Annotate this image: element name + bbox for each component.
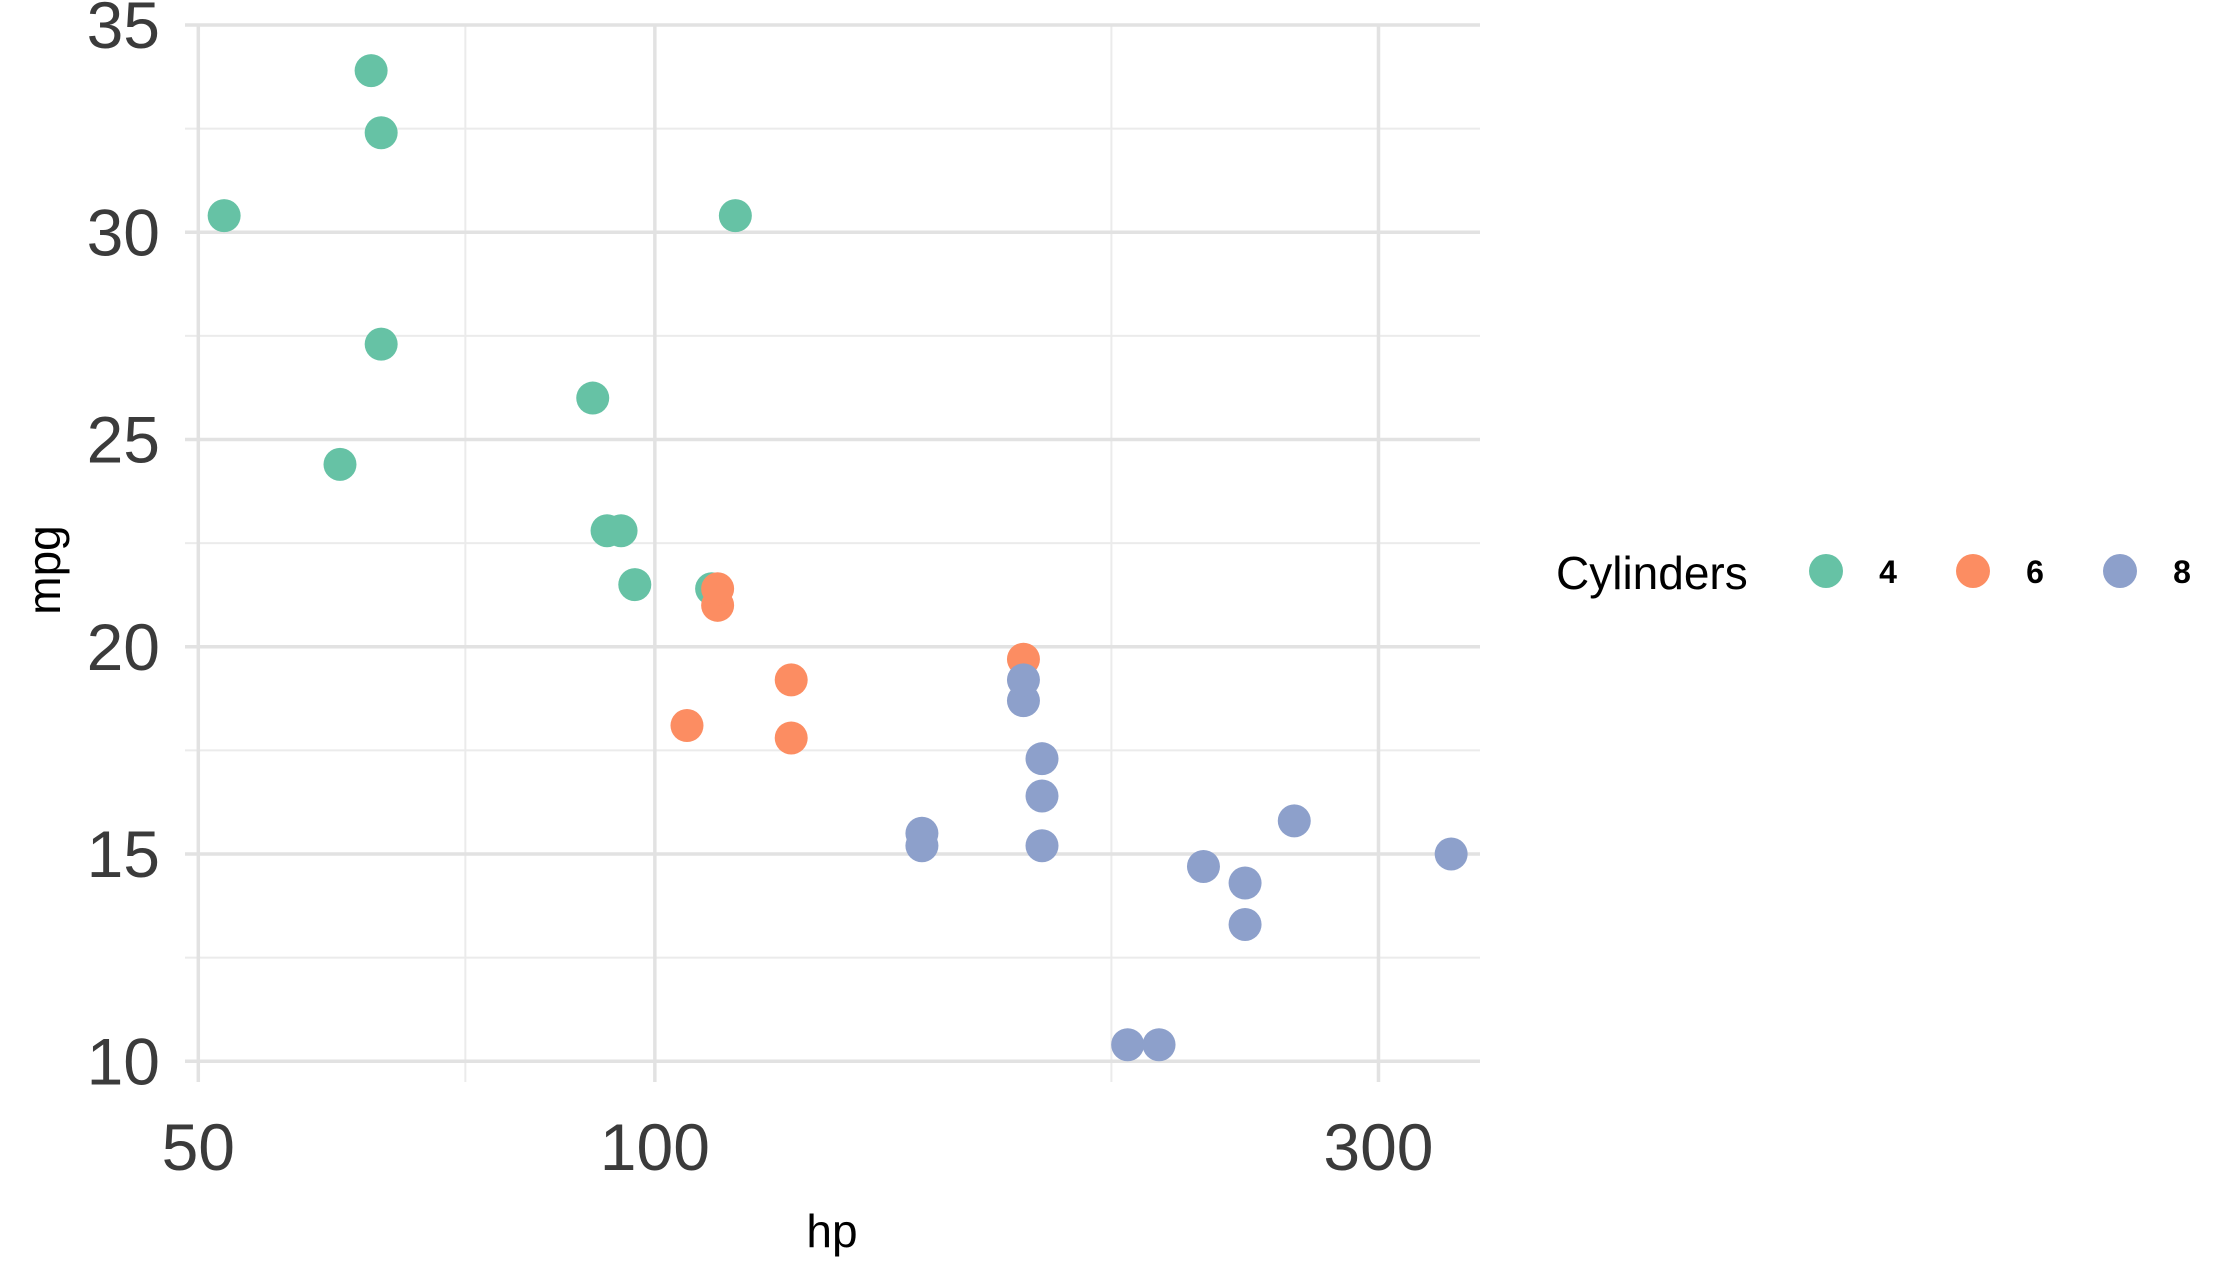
data-point-cyl-8 bbox=[1228, 866, 1262, 900]
y-tick-label: 20 bbox=[87, 610, 160, 684]
x-tick-label: 50 bbox=[162, 1110, 235, 1184]
y-tick-label: 30 bbox=[87, 195, 160, 269]
data-point-cyl-6 bbox=[774, 721, 808, 755]
data-point-cyl-4 bbox=[576, 381, 610, 415]
y-tick-label: 15 bbox=[87, 817, 160, 891]
data-point-cyl-4 bbox=[618, 568, 652, 602]
legend-key-4 bbox=[1809, 554, 1843, 588]
x-tick-label: 300 bbox=[1323, 1110, 1433, 1184]
data-point-cyl-8 bbox=[1006, 663, 1040, 697]
data-point-cyl-8 bbox=[1186, 849, 1220, 883]
data-point-cyl-4 bbox=[718, 199, 752, 233]
data-point-cyl-4 bbox=[364, 327, 398, 361]
legend-label-8: 8 bbox=[2173, 554, 2191, 590]
data-point-cyl-8 bbox=[1142, 1028, 1176, 1062]
data-point-cyl-8 bbox=[1025, 829, 1059, 863]
legend-entries: 4 6 8 bbox=[1809, 554, 2191, 590]
y-axis-tick-labels: 10 15 20 25 30 35 bbox=[87, 0, 160, 1098]
data-point-cyl-8 bbox=[1228, 907, 1262, 941]
minor-gridlines bbox=[185, 25, 1480, 1082]
data-point-cyl-8 bbox=[1434, 837, 1468, 871]
y-tick-label: 25 bbox=[87, 403, 160, 477]
legend-title: Cylinders bbox=[1556, 547, 1748, 599]
data-point-cyl-8 bbox=[1111, 1028, 1145, 1062]
y-tick-label: 10 bbox=[87, 1024, 160, 1098]
major-gridlines bbox=[185, 23, 1480, 1082]
data-point-cyl-4 bbox=[364, 116, 398, 150]
legend-key-6 bbox=[1956, 554, 1990, 588]
legend-label-6: 6 bbox=[2026, 554, 2044, 590]
data-point-cyl-4 bbox=[354, 54, 388, 88]
data-point-cyl-4 bbox=[323, 447, 357, 481]
y-axis-title: mpg bbox=[18, 525, 70, 614]
x-axis-title: hp bbox=[806, 1205, 857, 1257]
data-point-cyl-8 bbox=[1025, 779, 1059, 813]
legend-key-8 bbox=[2103, 554, 2137, 588]
data-point-cyl-6 bbox=[670, 709, 704, 743]
data-points bbox=[207, 54, 1468, 1062]
data-point-cyl-4 bbox=[207, 199, 241, 233]
data-point-cyl-6 bbox=[701, 572, 735, 606]
y-tick-label: 35 bbox=[87, 0, 160, 62]
x-tick-label: 100 bbox=[600, 1110, 710, 1184]
data-point-cyl-6 bbox=[774, 663, 808, 697]
data-point-cyl-8 bbox=[1277, 804, 1311, 838]
data-point-cyl-8 bbox=[905, 829, 939, 863]
legend-label-4: 4 bbox=[1879, 554, 1897, 590]
legend: Cylinders 4 6 8 bbox=[1556, 547, 2191, 599]
data-point-cyl-4 bbox=[604, 514, 638, 548]
x-axis-tick-labels: 50 100 300 bbox=[162, 1110, 1434, 1184]
data-point-cyl-8 bbox=[1025, 742, 1059, 776]
